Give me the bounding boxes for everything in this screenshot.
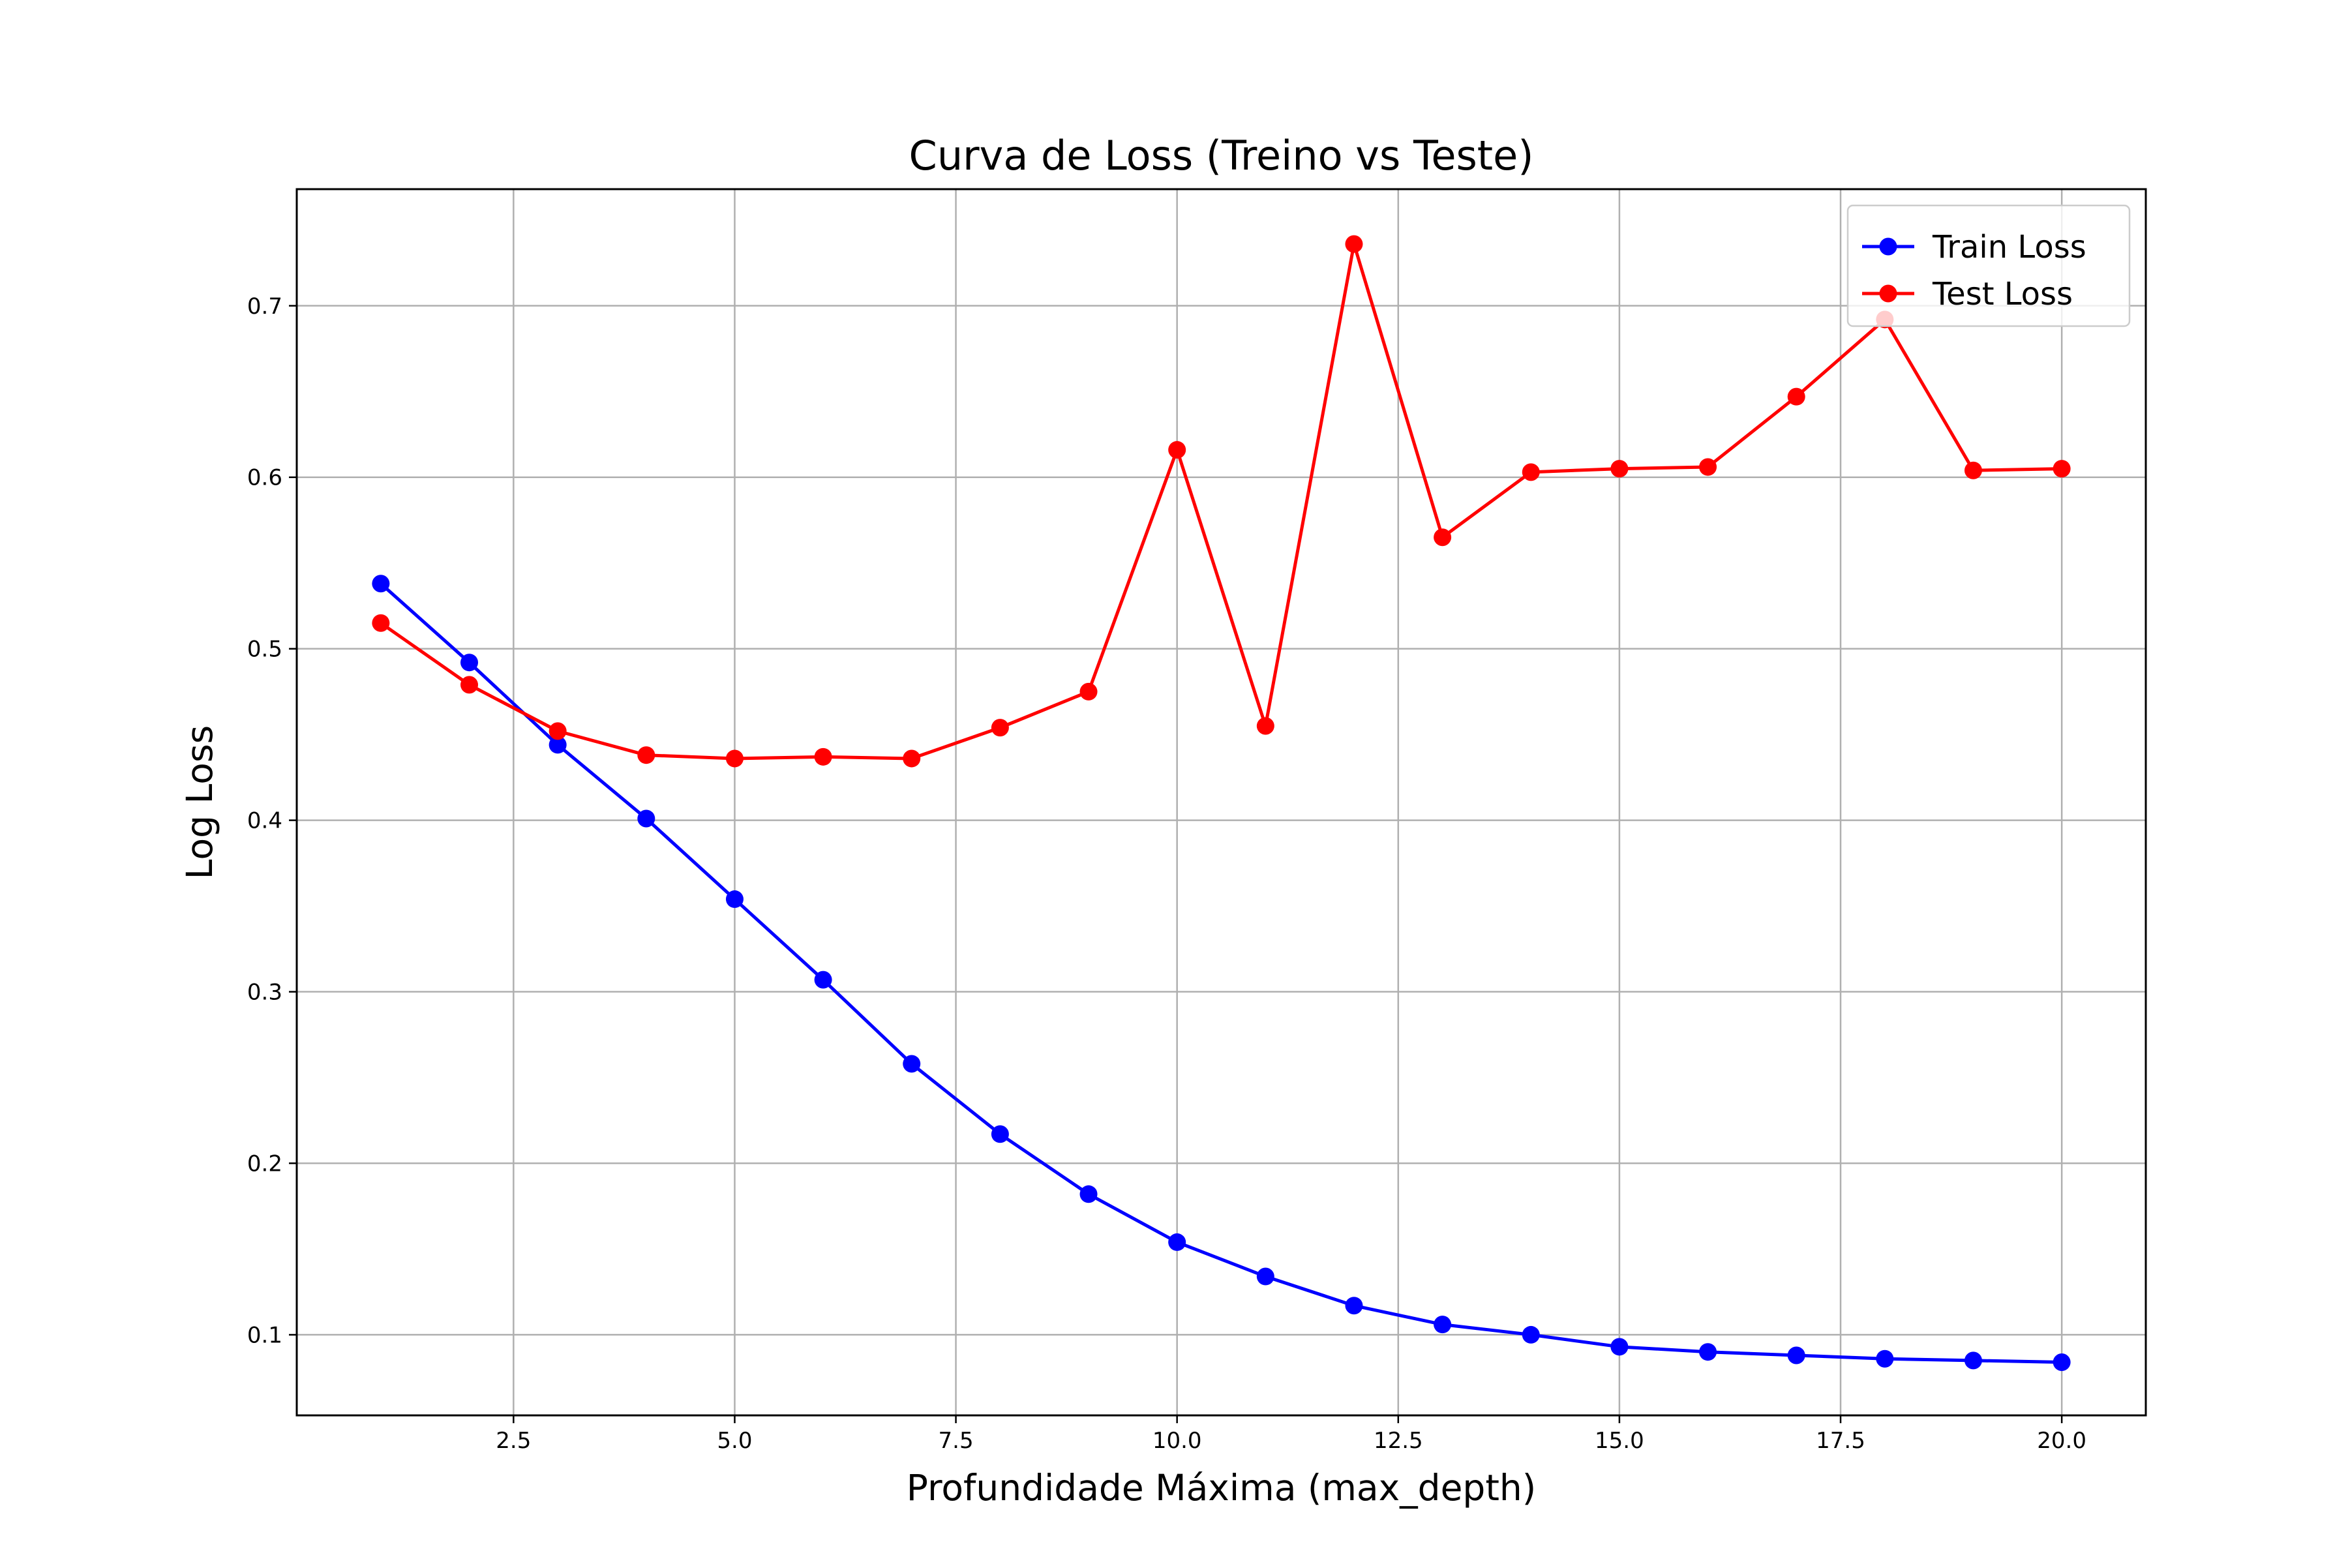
data-point [991,719,1009,737]
x-tick-label: 15.0 [1595,1428,1644,1454]
data-point [1345,1297,1363,1315]
x-tick-label: 5.0 [717,1428,752,1454]
y-tick-label: 0.6 [247,465,282,491]
y-tick-label: 0.4 [247,808,282,834]
data-point [1079,682,1098,701]
ticks-layer: 2.5 5.0 7.5 10.0 12.5 15.0 17.5 20.0 0.1 0.2 0.3 0.… [247,294,2086,1454]
data-point [1699,1343,1717,1361]
data-point [1787,1346,1805,1364]
data-point [1079,1185,1098,1203]
x-tick-label: 10.0 [1152,1428,1202,1454]
legend-marker [1879,284,1897,303]
plot-frame [295,188,2147,1417]
series-train-loss [372,575,2071,1371]
data-point [637,746,655,764]
x-tick-label: 20.0 [2037,1428,2086,1454]
y-tick-label: 0.1 [247,1322,282,1348]
data-point [1168,1233,1186,1251]
y-tick-label: 0.5 [247,637,282,663]
x-tick-label: 2.5 [496,1428,531,1454]
legend-label: Test Loss [1932,276,2073,312]
data-point [814,747,832,766]
data-point [1964,461,1982,479]
data-point [2053,1353,2071,1371]
data-point [1964,1351,1982,1370]
data-point [1522,1325,1540,1344]
legend: Train Loss Test Loss [1846,204,2131,327]
data-point [725,890,744,909]
series-line [380,582,2062,1364]
data-point [1610,460,1629,478]
series-line [380,242,2062,761]
data-point [725,749,744,768]
data-point [1256,1267,1274,1286]
data-point [2053,460,2071,478]
data-point [460,676,479,694]
legend-item: Test Loss [1862,276,2073,312]
data-point [1256,717,1274,735]
x-tick-label: 17.5 [1816,1428,1865,1454]
y-tick-label: 0.3 [247,980,282,1006]
x-axis-label: Profundidade Máxima (max_depth) [907,1467,1536,1509]
data-point [1434,528,1452,547]
data-point [903,749,921,768]
legend-marker [1879,237,1897,256]
data-point [372,614,390,632]
data-point [1610,1338,1629,1356]
data-point [460,654,479,672]
data-point [1168,441,1186,459]
data-point [1876,1349,1894,1368]
data-point [1345,235,1363,253]
data-point [1434,1316,1452,1334]
data-point [637,809,655,828]
y-tick-label: 0.7 [247,294,282,320]
data-point [372,575,390,593]
legend-label: Train Loss [1932,229,2086,265]
x-tick-label: 12.5 [1374,1428,1423,1454]
data-point [1699,458,1717,476]
x-tick-label: 7.5 [939,1428,974,1454]
data-point [549,722,567,740]
y-tick-label: 0.2 [247,1151,282,1177]
legend-item: Train Loss [1862,229,2086,265]
series-layer [372,235,2071,1371]
grid-layer [297,189,2146,1415]
data-point [549,736,567,754]
data-point [814,971,832,989]
data-point [1787,387,1805,406]
data-point [991,1125,1009,1143]
y-axis-label: Log Loss [179,725,220,879]
data-point [1522,463,1540,481]
legend-frame [1846,204,2131,327]
chart-title: Curva de Loss (Treino vs Teste) [909,132,1534,179]
series-test-loss [372,235,2071,768]
data-point [903,1055,921,1073]
